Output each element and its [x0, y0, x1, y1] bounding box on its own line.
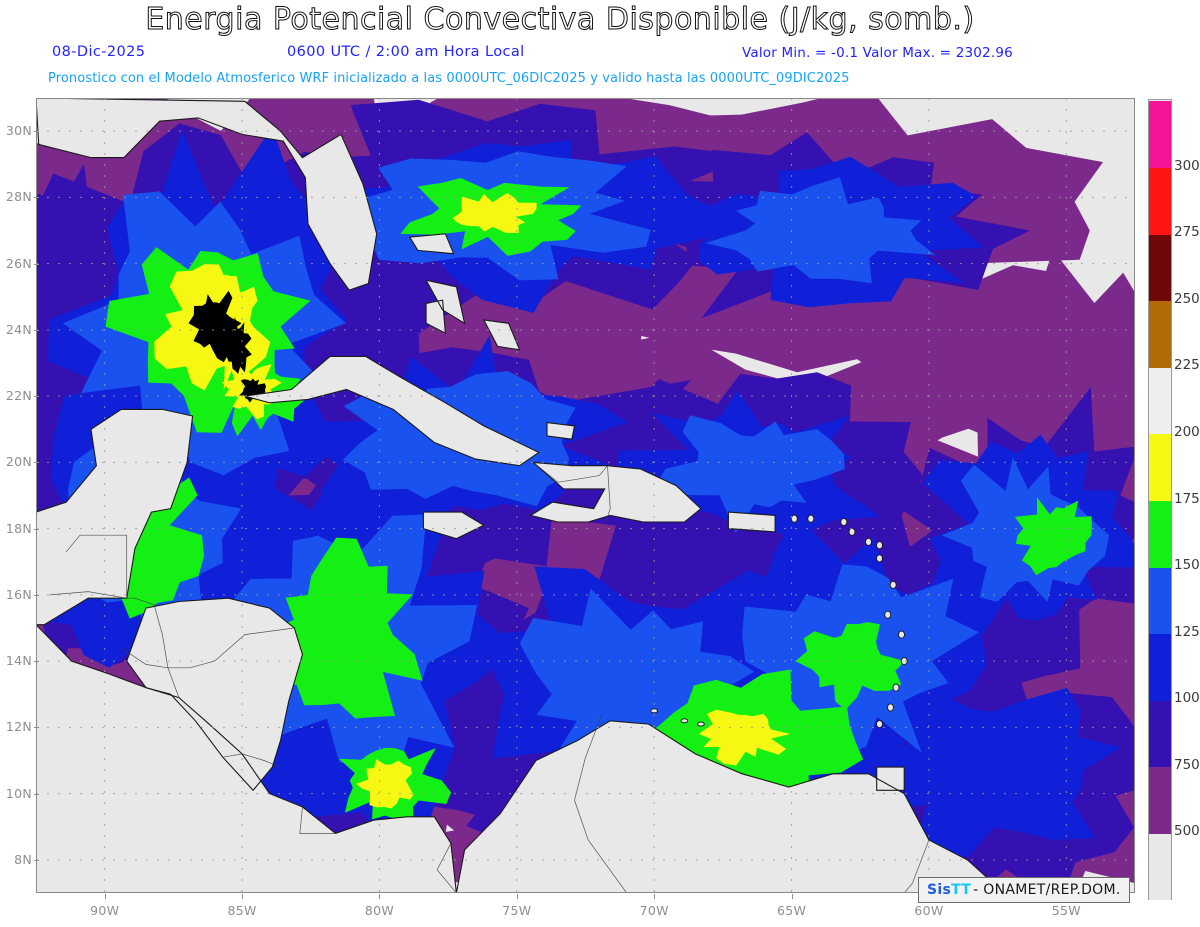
lon-tick-label: 55W	[1051, 903, 1081, 918]
colorbar-segment	[1149, 433, 1171, 501]
lon-tick-mark	[242, 894, 244, 899]
colorbar-tick-label: 750	[1174, 756, 1200, 773]
lat-tick-label: 24N	[5, 321, 32, 337]
coastline-layer	[36, 98, 1135, 893]
lon-tick-mark	[104, 894, 106, 899]
model-run-info: Pronostico con el Modelo Atmosferico WRF…	[48, 71, 850, 86]
colorbar-segment	[1149, 833, 1171, 901]
lat-tick-mark	[34, 263, 39, 265]
lon-tick-mark	[791, 894, 793, 899]
forecast-time: 0600 UTC / 2:00 am Hora Local	[287, 44, 525, 60]
lon-tick-label: 85W	[227, 903, 257, 918]
colorbar-segment	[1149, 300, 1171, 368]
lat-tick-mark	[34, 329, 39, 331]
lat-tick-label: 10N	[5, 785, 32, 801]
lat-tick-mark	[34, 396, 39, 398]
colorbar-segment	[1149, 167, 1171, 235]
watermark-sis: Sis	[927, 882, 952, 898]
colorbar-tick-label: 500	[1174, 823, 1200, 840]
value-range: Valor Min. = -0.1 Valor Max. = 2302.96	[742, 45, 1013, 61]
colorbar-segment	[1149, 700, 1171, 768]
forecast-date: 08-Dic-2025	[52, 44, 146, 60]
watermark-badge: Sis TT - ONAMET/REP.DOM.	[918, 877, 1130, 903]
lon-tick-label: 65W	[776, 903, 807, 918]
map-canvas	[36, 98, 1135, 893]
lat-tick-mark	[34, 131, 39, 133]
lat-tick-mark	[34, 727, 39, 729]
lat-tick-label: 8N	[14, 851, 32, 867]
watermark-org: - ONAMET/REP.DOM.	[973, 882, 1121, 898]
colorbar	[1148, 99, 1172, 901]
colorbar-tick-label: 1750	[1174, 490, 1200, 507]
colorbar-segment	[1149, 367, 1171, 434]
colorbar-segment	[1149, 234, 1171, 302]
lat-tick-label: 28N	[5, 189, 32, 205]
lat-tick-mark	[34, 462, 39, 464]
lat-tick-label: 30N	[5, 123, 32, 139]
colorbar-tick-label: 2500	[1174, 290, 1200, 307]
lon-tick-mark	[379, 894, 381, 899]
watermark-tt: TT	[951, 882, 972, 898]
colorbar-segment	[1149, 101, 1171, 169]
colorbar-segment	[1149, 567, 1171, 635]
landmass-layer	[36, 98, 1135, 893]
lon-tick-mark	[516, 894, 518, 899]
lat-tick-mark	[34, 197, 39, 199]
lon-tick-label: 90W	[90, 903, 120, 918]
lon-tick-label: 60W	[914, 903, 944, 918]
colorbar-tick-label: 3000	[1174, 157, 1200, 174]
lon-tick-mark	[654, 894, 656, 899]
lat-tick-label: 18N	[5, 520, 32, 536]
cape-contour-map	[36, 98, 1135, 893]
lat-tick-label: 26N	[5, 255, 32, 271]
lat-tick-label: 14N	[5, 653, 32, 669]
colorbar-tick-label: 2000	[1174, 423, 1200, 440]
colorbar-tick-label: 1250	[1174, 623, 1200, 640]
lat-tick-mark	[34, 859, 39, 861]
lat-lon-gridlines	[36, 98, 1135, 893]
page-title: Energia Potencial Convectiva Disponible …	[145, 2, 975, 38]
colorbar-tick-label: 2250	[1174, 357, 1200, 374]
lat-tick-label: 20N	[5, 454, 32, 470]
colorbar-segment	[1149, 633, 1171, 701]
lon-tick-label: 70W	[639, 903, 669, 918]
colorbar-segment	[1149, 766, 1171, 834]
lat-tick-label: 22N	[5, 388, 32, 404]
colorbar-tick-label: 2750	[1174, 224, 1200, 241]
lat-tick-label: 16N	[5, 586, 32, 602]
lat-tick-mark	[34, 528, 39, 530]
colorbar-segment	[1149, 500, 1171, 568]
lon-tick-label: 80W	[364, 903, 395, 918]
colorbar-tick-label: 1500	[1174, 557, 1200, 574]
colorbar-tick-label: 1000	[1174, 690, 1200, 707]
lat-tick-mark	[34, 661, 39, 663]
lat-tick-label: 12N	[5, 719, 32, 735]
lat-tick-mark	[34, 793, 39, 795]
lat-tick-mark	[34, 594, 39, 596]
lon-tick-label: 75W	[502, 903, 532, 918]
